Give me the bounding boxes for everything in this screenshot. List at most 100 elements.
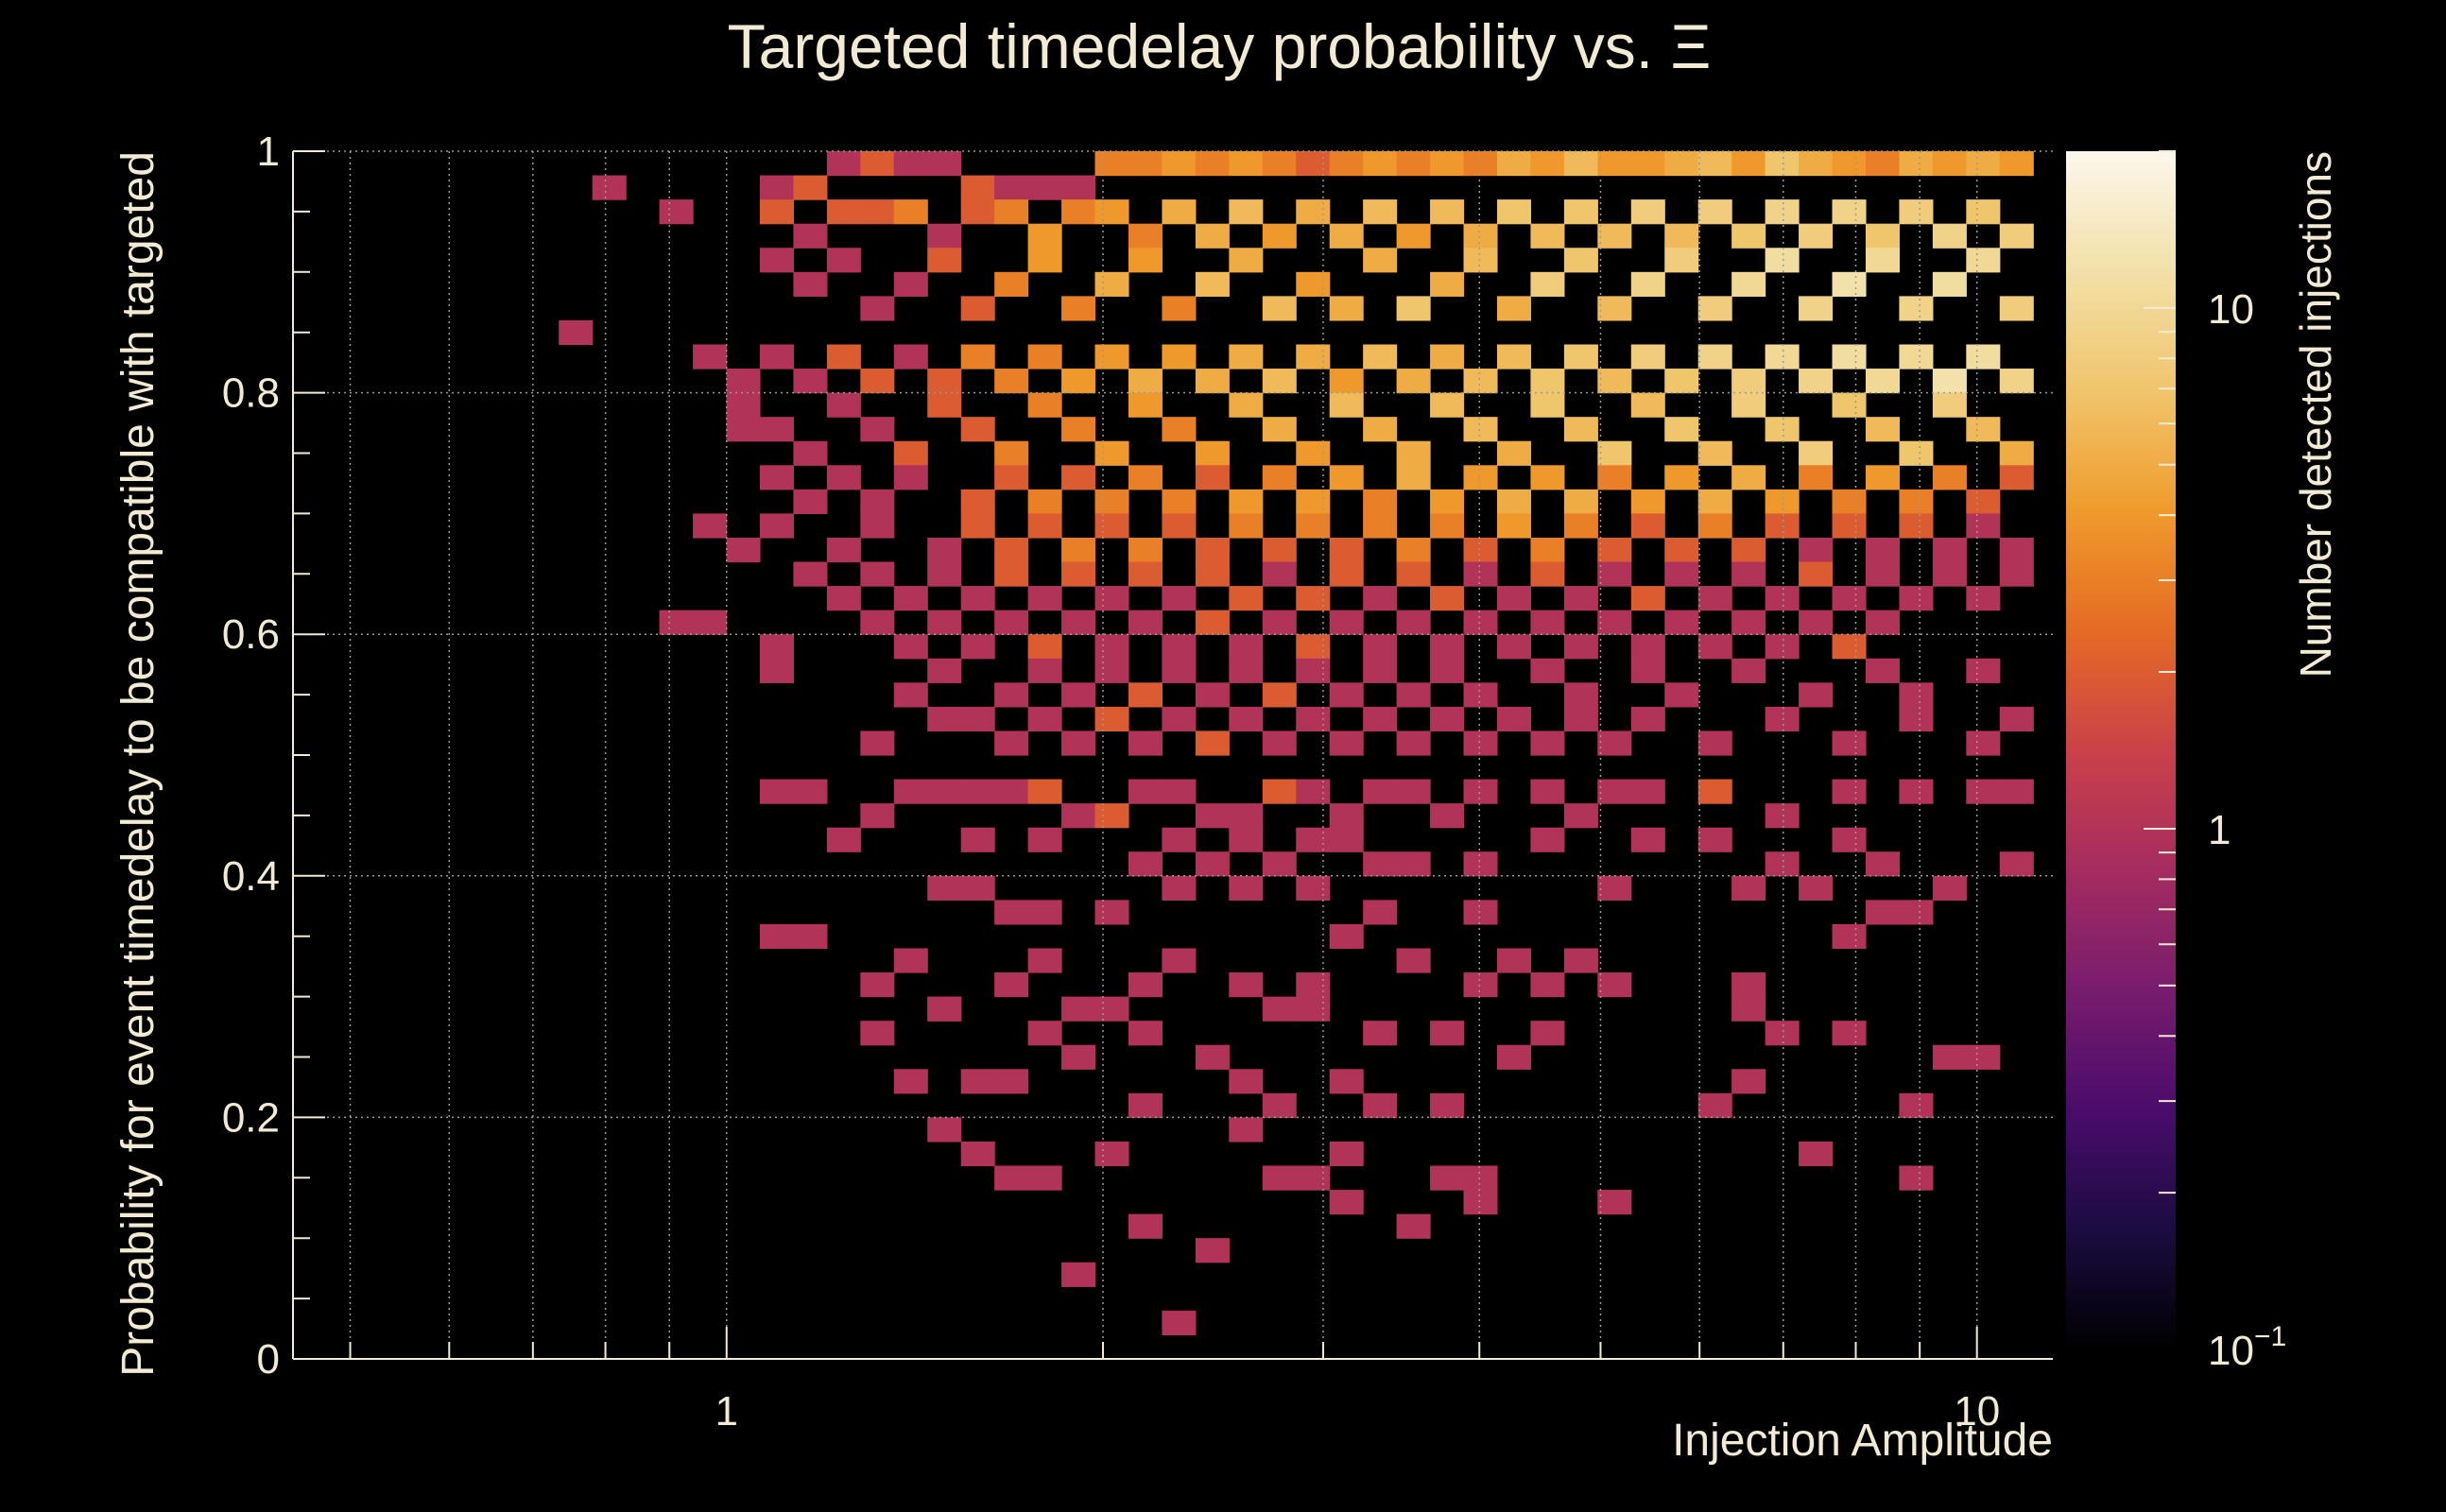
heatmap-cell — [860, 730, 894, 755]
heatmap-cell — [927, 780, 961, 804]
heatmap-cell — [1530, 1021, 1564, 1045]
heatmap-cell — [1330, 151, 1364, 176]
heatmap-cell — [927, 1117, 961, 1142]
heatmap-cell — [1095, 803, 1129, 828]
heatmap-cell — [793, 272, 827, 297]
heatmap-cell — [1530, 272, 1564, 297]
heatmap-cell — [1296, 513, 1330, 538]
heatmap-cell — [1597, 296, 1631, 320]
heatmap-cell — [961, 1069, 995, 1093]
heatmap-cell — [1766, 803, 1800, 828]
heatmap-cell — [894, 344, 928, 369]
heatmap-cell — [994, 465, 1028, 490]
heatmap-cell — [727, 538, 761, 562]
heatmap-cell — [1497, 344, 1531, 369]
heatmap-cell — [1464, 1190, 1498, 1214]
heatmap-cell — [1464, 1166, 1498, 1191]
heatmap-cell — [1162, 1311, 1196, 1335]
heatmap-cell — [1933, 538, 1967, 562]
heatmap-cell — [1597, 972, 1631, 997]
heatmap-cell — [2000, 538, 2034, 562]
heatmap-cell — [1196, 272, 1230, 297]
heatmap-cell — [1731, 272, 1766, 297]
heatmap-cell — [1866, 248, 1900, 272]
heatmap-cell — [793, 369, 827, 393]
heatmap-cell — [1966, 417, 2000, 441]
heatmap-cell — [1128, 780, 1163, 804]
heatmap-cell — [1330, 1190, 1364, 1214]
heatmap-cell — [2000, 851, 2034, 876]
heatmap-cell — [1464, 610, 1498, 635]
heatmap-cell — [1497, 296, 1531, 320]
heatmap-cell — [1330, 465, 1364, 490]
heatmap-cell — [1162, 513, 1196, 538]
heatmap-cell — [1464, 851, 1498, 876]
heatmap-cell — [1330, 393, 1364, 418]
heatmap-cell — [827, 393, 861, 418]
heatmap-cell — [1497, 513, 1531, 538]
heatmap-cell — [827, 344, 861, 369]
heatmap-cell — [894, 272, 928, 297]
heatmap-cell — [1128, 248, 1163, 272]
heatmap-cell — [1162, 344, 1196, 369]
heatmap-cell — [894, 948, 928, 972]
heatmap-cell — [1061, 1263, 1095, 1287]
heatmap-cell — [1162, 634, 1196, 659]
heatmap-cell — [1028, 176, 1062, 200]
heatmap-cell — [1530, 538, 1564, 562]
heatmap-cell — [927, 369, 961, 393]
heatmap-cell — [760, 513, 794, 538]
heatmap-cell — [1330, 562, 1364, 587]
heatmap-cell — [1497, 948, 1531, 972]
heatmap-cell — [894, 465, 928, 490]
heatmap-cell — [894, 634, 928, 659]
colorbar-title: Number detected injections — [2291, 151, 2340, 678]
heatmap-cell — [559, 320, 593, 345]
heatmap-cell — [1263, 780, 1297, 804]
heatmap-cell — [1799, 151, 1833, 176]
heatmap-cell — [660, 610, 694, 635]
heatmap-cell — [927, 538, 961, 562]
heatmap-cell — [1330, 803, 1364, 828]
heatmap-cell — [1363, 900, 1397, 924]
heatmap-cell — [1464, 417, 1498, 441]
heatmap-cell — [1229, 490, 1263, 514]
heatmap-cell — [1899, 296, 1933, 320]
heatmap-cell — [860, 803, 894, 828]
heatmap-cell — [1330, 224, 1364, 249]
heatmap-cell — [1731, 876, 1766, 901]
heatmap-cell — [1397, 538, 1431, 562]
heatmap-cell — [1128, 1021, 1163, 1045]
heatmap-cell — [1866, 465, 1900, 490]
heatmap-cell — [827, 199, 861, 224]
heatmap-cell — [1899, 780, 1933, 804]
heatmap-cell — [1833, 1021, 1867, 1045]
heatmap-cell — [927, 224, 961, 249]
heatmap-cell — [1631, 393, 1665, 418]
y-tick-label: 1 — [257, 129, 280, 175]
heatmap-cell — [1597, 369, 1631, 393]
heatmap-cell — [961, 344, 995, 369]
heatmap-cell — [1731, 997, 1766, 1022]
heatmap-cell — [994, 610, 1028, 635]
heatmap-cell — [1664, 465, 1698, 490]
heatmap-cell — [1196, 441, 1230, 466]
heatmap-cell — [827, 465, 861, 490]
heatmap-cell — [1196, 803, 1230, 828]
heatmap-cell — [1698, 151, 1732, 176]
heatmap-cell — [1833, 393, 1867, 418]
heatmap-cell — [994, 369, 1028, 393]
heatmap-cell — [1866, 851, 1900, 876]
heatmap-cell — [1397, 1214, 1431, 1239]
heatmap-cell — [1464, 369, 1498, 393]
heatmap-cell — [1966, 199, 2000, 224]
heatmap-cell — [1497, 634, 1531, 659]
heatmap-cell — [1229, 707, 1263, 731]
heatmap-cell — [1061, 997, 1095, 1022]
heatmap-cell — [1631, 707, 1665, 731]
heatmap-cell — [1263, 369, 1297, 393]
heatmap-cell — [1833, 513, 1867, 538]
heatmap-cell — [1162, 490, 1196, 514]
heatmap-cell — [1028, 490, 1062, 514]
heatmap-cell — [1296, 344, 1330, 369]
